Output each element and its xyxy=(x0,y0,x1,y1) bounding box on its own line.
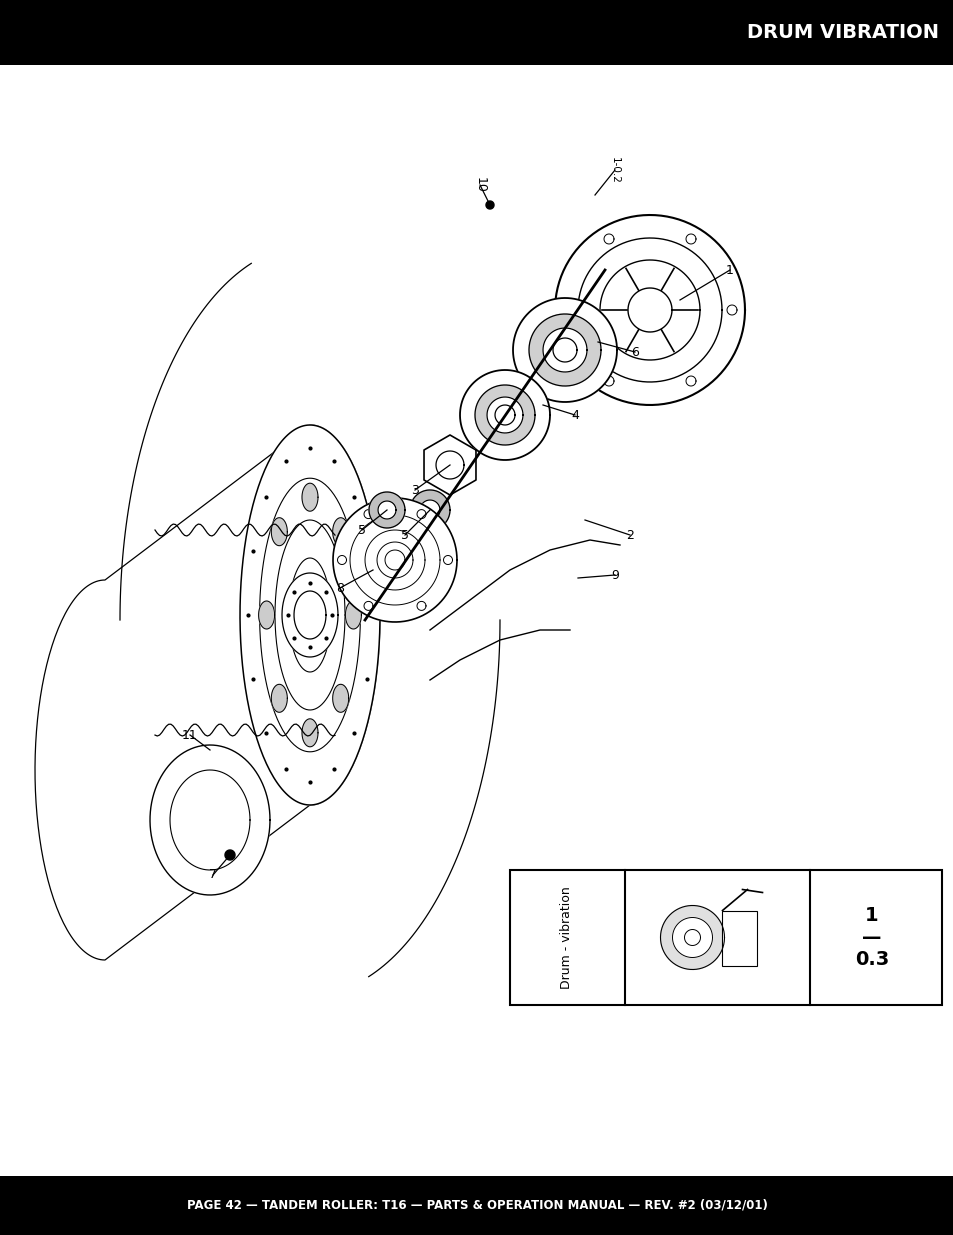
Polygon shape xyxy=(350,515,439,605)
Polygon shape xyxy=(495,405,515,425)
Polygon shape xyxy=(240,425,379,805)
Polygon shape xyxy=(542,329,586,372)
Polygon shape xyxy=(578,238,721,382)
Bar xyxy=(721,910,757,966)
Polygon shape xyxy=(369,492,405,529)
Polygon shape xyxy=(150,745,270,895)
Polygon shape xyxy=(553,338,577,362)
Text: 9: 9 xyxy=(611,568,618,582)
Polygon shape xyxy=(258,601,274,629)
Polygon shape xyxy=(170,769,250,869)
Polygon shape xyxy=(685,375,696,387)
Text: PAGE 42 — TANDEM ROLLER: T16 — PARTS & OPERATION MANUAL — REV. #2 (03/12/01): PAGE 42 — TANDEM ROLLER: T16 — PARTS & O… xyxy=(187,1199,766,1212)
Polygon shape xyxy=(485,201,494,209)
Polygon shape xyxy=(364,510,373,519)
Bar xyxy=(510,869,941,1005)
Text: 1: 1 xyxy=(725,263,733,277)
Text: 3: 3 xyxy=(411,483,418,496)
Polygon shape xyxy=(672,918,712,957)
Polygon shape xyxy=(423,435,476,495)
Polygon shape xyxy=(333,517,349,546)
Bar xyxy=(0,0,953,65)
Polygon shape xyxy=(289,558,331,672)
Polygon shape xyxy=(385,550,405,571)
Polygon shape xyxy=(345,601,361,629)
Text: 5: 5 xyxy=(400,529,409,541)
Polygon shape xyxy=(475,385,535,445)
Polygon shape xyxy=(416,510,426,519)
Polygon shape xyxy=(443,556,452,564)
Polygon shape xyxy=(419,500,439,520)
Polygon shape xyxy=(294,592,326,638)
Polygon shape xyxy=(436,451,463,479)
Polygon shape xyxy=(603,233,614,245)
Polygon shape xyxy=(365,530,424,590)
Text: 4: 4 xyxy=(571,409,578,421)
Text: 7: 7 xyxy=(209,868,216,882)
Polygon shape xyxy=(333,684,349,713)
Polygon shape xyxy=(364,601,373,610)
Polygon shape xyxy=(416,601,426,610)
Polygon shape xyxy=(529,314,600,387)
Text: 11: 11 xyxy=(182,729,197,741)
Text: 1
—
0.3: 1 — 0.3 xyxy=(854,906,888,969)
Polygon shape xyxy=(459,370,550,459)
Polygon shape xyxy=(562,305,573,315)
Polygon shape xyxy=(513,298,617,403)
Polygon shape xyxy=(271,517,287,546)
Polygon shape xyxy=(599,261,700,359)
Polygon shape xyxy=(259,478,360,752)
Text: 8: 8 xyxy=(335,582,344,594)
Text: 1-0.2: 1-0.2 xyxy=(609,157,619,184)
Polygon shape xyxy=(486,396,522,433)
Polygon shape xyxy=(337,556,346,564)
Text: 5: 5 xyxy=(357,524,366,536)
Text: 6: 6 xyxy=(630,346,639,358)
Polygon shape xyxy=(35,425,379,960)
Polygon shape xyxy=(333,498,456,622)
Text: 10: 10 xyxy=(473,177,486,193)
Polygon shape xyxy=(555,215,744,405)
Polygon shape xyxy=(627,288,671,332)
Polygon shape xyxy=(377,501,395,519)
Bar xyxy=(0,1176,953,1235)
Polygon shape xyxy=(302,483,317,511)
Polygon shape xyxy=(685,233,696,245)
Polygon shape xyxy=(410,490,450,530)
Text: 2: 2 xyxy=(625,529,634,541)
Polygon shape xyxy=(684,930,700,946)
Polygon shape xyxy=(726,305,737,315)
Polygon shape xyxy=(274,520,345,710)
Polygon shape xyxy=(271,684,287,713)
Polygon shape xyxy=(302,719,317,747)
Polygon shape xyxy=(659,905,723,969)
Text: Drum - vibration: Drum - vibration xyxy=(560,887,573,989)
Polygon shape xyxy=(603,375,614,387)
Polygon shape xyxy=(282,573,337,657)
Text: DRUM VIBRATION: DRUM VIBRATION xyxy=(746,23,938,42)
Polygon shape xyxy=(225,850,234,860)
Polygon shape xyxy=(376,542,413,578)
